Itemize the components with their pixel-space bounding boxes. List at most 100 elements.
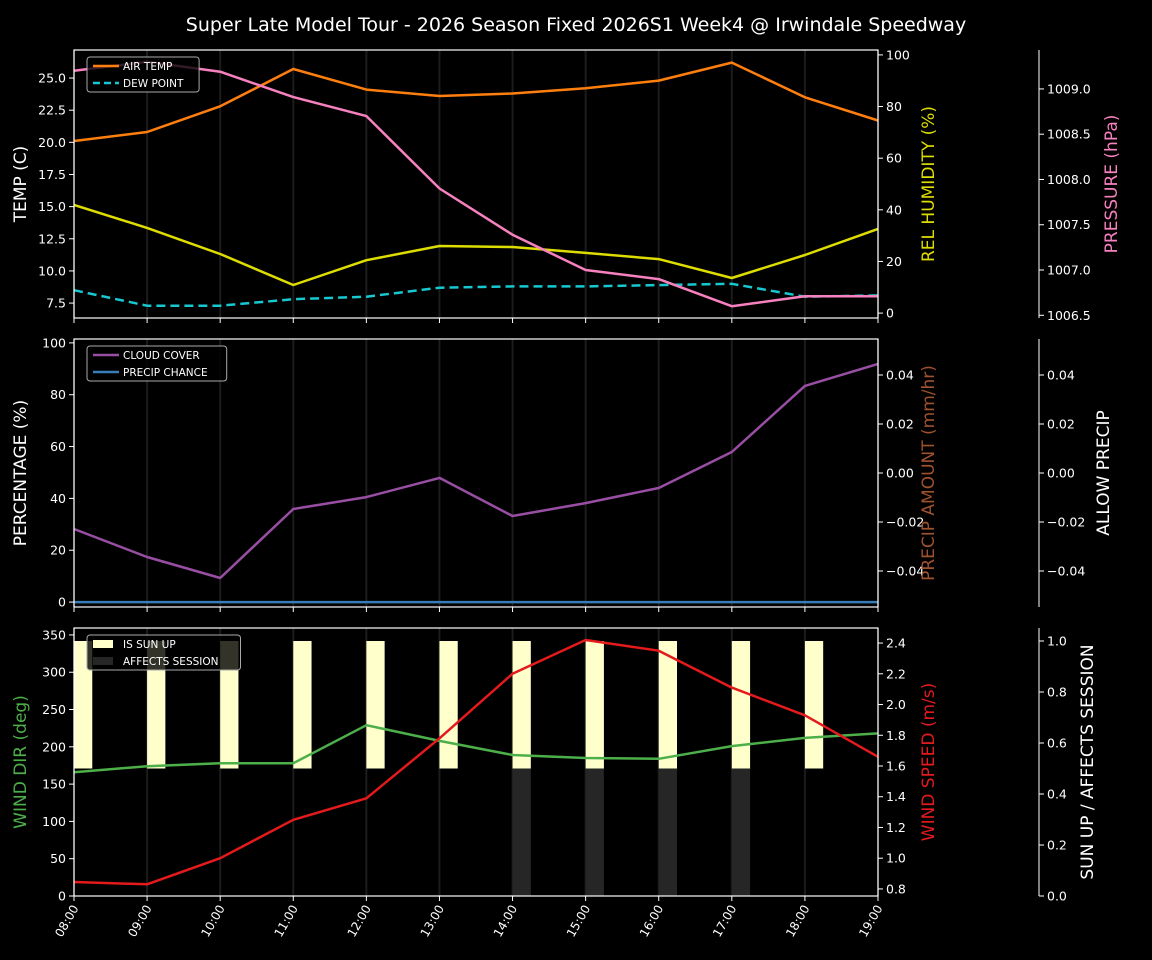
- axis-label-rh: REL HUMIDITY (%): [919, 106, 939, 262]
- x-tick-label: 11:00: [271, 903, 300, 940]
- series-line-cloud-cover: [73, 362, 879, 580]
- x-tick-label: 15:00: [564, 903, 593, 940]
- chart-title: Super Late Model Tour - 2026 Season Fixe…: [185, 14, 967, 36]
- y-tick-label: 0.2: [1047, 838, 1067, 853]
- series-line-air-temp: [73, 61, 879, 143]
- x-tick-label: 18:00: [783, 903, 812, 940]
- y-tick-label: 100: [42, 335, 66, 350]
- y-tick-label: 20.0: [38, 135, 66, 150]
- y-tick-label: 1.2: [886, 820, 906, 835]
- y-tick-label: 40: [886, 202, 902, 217]
- y-tick-label: 7.5: [46, 296, 66, 311]
- x-tick-label: 10:00: [198, 903, 227, 940]
- y-tick-label: 17.5: [38, 167, 66, 182]
- x-tick-label: 13:00: [418, 903, 447, 940]
- axis-label-allow: ALLOW PRECIP: [1094, 410, 1114, 536]
- y-tick-label: 100: [886, 47, 910, 62]
- y-tick-label: 80: [50, 387, 66, 402]
- y-tick-label: 50: [50, 851, 66, 866]
- y-tick-label: 80: [886, 99, 902, 114]
- y-tick-label: 350: [42, 627, 66, 642]
- y-tick-label: 2.4: [886, 636, 906, 651]
- y-tick-label: −0.04: [1047, 563, 1085, 578]
- y-tick-label: 0: [58, 595, 66, 610]
- y-tick-label: 1.6: [886, 758, 906, 773]
- legend-swatch: [93, 657, 113, 665]
- legend-label: AIR TEMP: [123, 61, 172, 73]
- y-tick-label: 1007.0: [1047, 263, 1091, 278]
- bar-is-sun-up: [220, 641, 239, 769]
- y-tick-label: 0.04: [886, 368, 914, 383]
- bar-is-sun-up: [804, 641, 824, 769]
- bar-is-sun-up: [731, 641, 751, 769]
- legend-swatch: [93, 640, 113, 648]
- y-tick-label: 0.4: [1047, 787, 1067, 802]
- bar-affects-session: [585, 768, 604, 896]
- legend-label: AFFECTS SESSION: [123, 656, 219, 668]
- y-tick-label: 20: [50, 543, 66, 558]
- panel-3: 08:00 09:00 10:00 11:00 12:00 13:00 14:00 15:00…: [11, 627, 1098, 939]
- y-tick-label: 1.4: [886, 789, 906, 804]
- y-tick-label: 22.5: [38, 103, 66, 118]
- x-tick-label: 17:00: [710, 903, 739, 940]
- y-tick-label: 100: [42, 814, 66, 829]
- bar-is-sun-up: [366, 641, 385, 769]
- legend: AIR TEMP DEW POINT: [86, 56, 200, 93]
- axis-label-sun: SUN UP / AFFECTS SESSION: [1078, 644, 1098, 879]
- y-tick-label: −0.02: [1047, 514, 1085, 529]
- x-tick-label: 19:00: [856, 903, 885, 940]
- series-line-wdir: [73, 723, 879, 774]
- y-tick-label: 0.04: [1047, 368, 1075, 383]
- y-tick-label: 0.8: [886, 881, 906, 896]
- bar-is-sun-up: [147, 641, 166, 769]
- x-tick-label: 16:00: [637, 903, 666, 940]
- y-tick-label: 10.0: [38, 263, 66, 278]
- x-tick-label: 09:00: [125, 903, 154, 940]
- bar-is-sun-up: [658, 641, 677, 769]
- y-tick-label: 12.5: [38, 231, 66, 246]
- y-tick-label: 0.02: [1047, 417, 1075, 432]
- bar-affects-session: [658, 768, 677, 896]
- x-tick-label: 08:00: [52, 903, 81, 940]
- y-tick-label: 150: [42, 777, 66, 792]
- y-tick-label: −0.02: [886, 514, 924, 529]
- axis-label-pres: PRESSURE (hPa): [1102, 115, 1122, 254]
- bar-is-sun-up: [585, 641, 604, 769]
- legend: CLOUD COVER PRECIP CHANCE: [86, 345, 228, 382]
- y-tick-label: 60: [886, 151, 902, 166]
- y-tick-label: 0: [58, 889, 66, 904]
- y-tick-label: 250: [42, 702, 66, 717]
- bar-affects-session: [731, 768, 751, 896]
- y-tick-label: 25.0: [38, 71, 66, 86]
- axis-label-wdir: WIND DIR (deg): [11, 695, 31, 829]
- legend-label: PRECIP CHANCE: [123, 367, 208, 379]
- y-tick-label: 15.0: [38, 199, 66, 214]
- bar-is-sun-up: [439, 641, 458, 769]
- y-tick-label: 0.8: [1047, 685, 1067, 700]
- plot-frame: [73, 49, 879, 319]
- y-tick-label: 0.02: [886, 417, 914, 432]
- panel-2: 0 20 40 60 80 100 PERCENTAGE (%) −0.04 −0.02 0.00…: [11, 335, 1114, 612]
- y-tick-label: 200: [42, 739, 66, 754]
- y-tick-label: 2.2: [886, 666, 906, 681]
- y-tick-label: 1.8: [886, 728, 906, 743]
- y-tick-label: 60: [50, 439, 66, 454]
- axis-label-temp: TEMP (C): [11, 146, 31, 224]
- plot-frame: [73, 627, 879, 897]
- axis-label-pamt: PRECIP AMOUNT (mm/hr): [919, 365, 939, 581]
- y-tick-label: 1.0: [1047, 634, 1067, 649]
- y-tick-label: 300: [42, 665, 66, 680]
- y-tick-label: 0.00: [886, 466, 914, 481]
- y-tick-label: 0.0: [1047, 889, 1067, 904]
- legend-label: CLOUD COVER: [123, 350, 200, 362]
- legend-box: [86, 345, 228, 382]
- y-tick-label: 40: [50, 491, 66, 506]
- legend-label: IS SUN UP: [123, 639, 176, 651]
- bar-is-sun-up: [293, 641, 312, 769]
- x-tick-label: 14:00: [491, 903, 520, 940]
- axis-label-pct: PERCENTAGE (%): [11, 400, 31, 546]
- bar-affects-session: [512, 768, 531, 896]
- x-tick-label: 12:00: [345, 903, 374, 940]
- axis-label-wspd: WIND SPEED (m/s): [919, 683, 939, 841]
